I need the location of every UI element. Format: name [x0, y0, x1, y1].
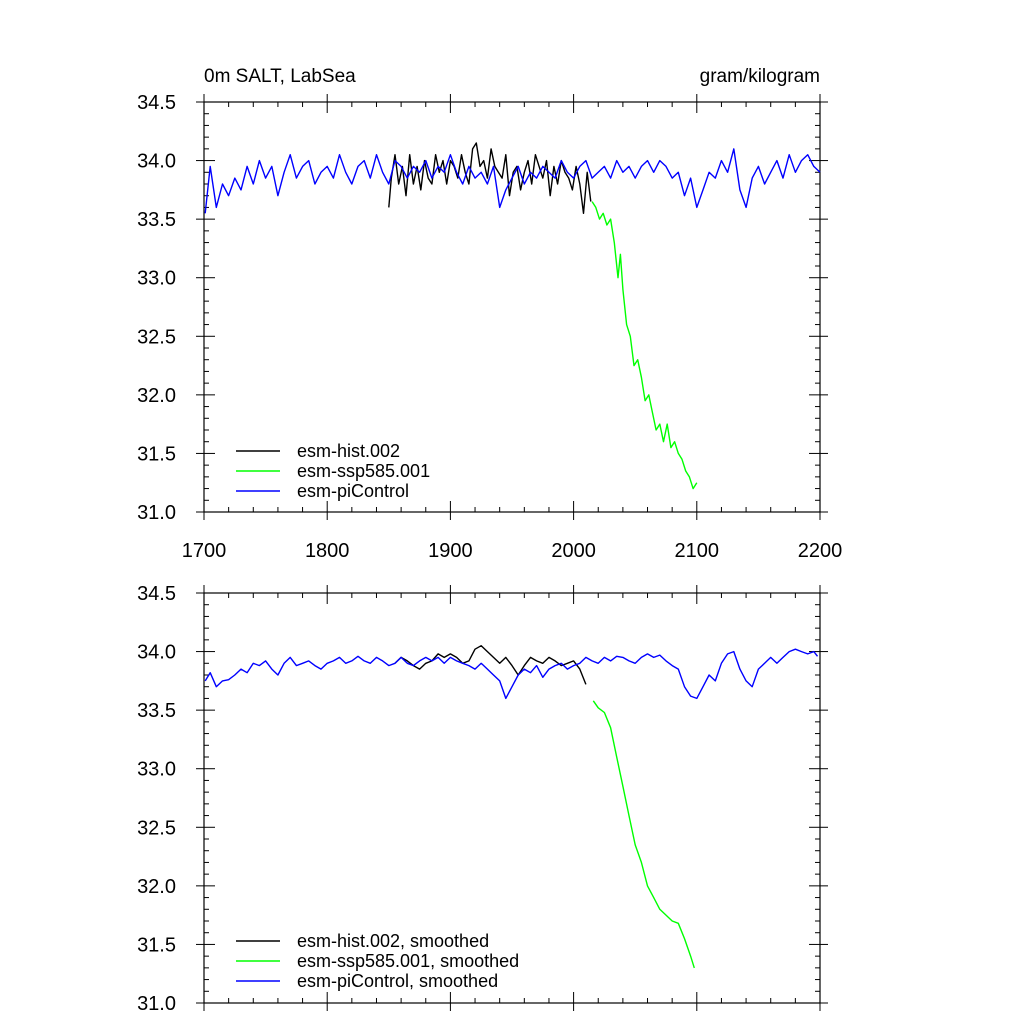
legend-label: esm-hist.002, smoothed [297, 931, 489, 951]
legend-label: esm-piControl, smoothed [297, 971, 498, 991]
series-line [204, 148, 821, 214]
x-tick-label: 2200 [798, 540, 843, 562]
x-tick-label: 1700 [182, 540, 227, 562]
bottom-panel: 31.0 31.5 32.0 32.5 33.0 33.5 34.0 34.5 esm-hist… [137, 583, 828, 1015]
legend-label: esm-hist.002 [297, 441, 400, 461]
y-tick-label: 34.5 [137, 583, 176, 605]
series-line [592, 700, 695, 969]
y-tick-label: 33.5 [137, 700, 176, 722]
top-panel: 31.0 31.5 32.0 32.5 33.0 33.5 34.0 34.5 1700 1800… [137, 92, 842, 562]
y-tick-label: 34.0 [137, 151, 176, 173]
series-line [204, 648, 819, 700]
y-tick-label: 31.5 [137, 934, 176, 956]
legend-label: esm-ssp585.001, smoothed [297, 951, 519, 971]
y-tick-label: 32.5 [137, 326, 176, 348]
y-tick-label: 34.0 [137, 642, 176, 664]
chart-title-right: gram/kilogram [700, 66, 820, 87]
y-tick-label: 32.5 [137, 817, 176, 839]
series-line [591, 201, 698, 490]
plot-frame [203, 101, 821, 513]
y-tick-label: 31.0 [137, 502, 176, 524]
y-tick-label: 32.0 [137, 876, 176, 898]
plot-frame [203, 592, 821, 1004]
legend-label: esm-piControl [297, 481, 409, 501]
x-tick-label: 1800 [305, 540, 350, 562]
legend-label: esm-ssp585.001 [297, 461, 430, 481]
x-tick-label: 1900 [428, 540, 473, 562]
y-tick-label: 34.5 [137, 92, 176, 114]
chart-title-left: 0m SALT, LabSea [204, 66, 356, 87]
y-tick-label: 31.0 [137, 993, 176, 1015]
x-tick-label: 2100 [675, 540, 720, 562]
x-tick-label: 2000 [551, 540, 596, 562]
series-line [388, 142, 592, 215]
y-tick-label: 33.0 [137, 759, 176, 781]
y-tick-label: 33.0 [137, 268, 176, 290]
y-tick-label: 31.5 [137, 443, 176, 465]
y-tick-label: 33.5 [137, 209, 176, 231]
y-tick-label: 32.0 [137, 385, 176, 407]
series-line [394, 645, 587, 685]
